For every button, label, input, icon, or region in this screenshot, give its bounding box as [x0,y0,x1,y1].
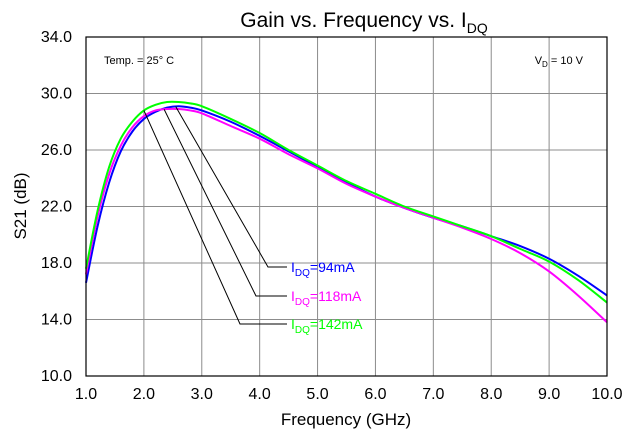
legend-label-sub: DQ [295,325,310,336]
drain-voltage-main: V [535,55,543,67]
series-line-118mA [85,107,608,324]
y-tick-label: 26.0 [41,142,72,159]
x-tick-label: 4.0 [249,386,271,403]
leader-line-118mA [163,109,287,297]
leader-line-94mA [175,106,287,268]
legend-label-main: I [291,288,295,304]
grid [86,37,607,376]
leader-line-142mA [143,110,287,325]
chart-title-main: Gain vs. Frequency vs. I [240,9,466,32]
legend-entry-94mA: IDQ=94mA [291,259,355,279]
legend-label-sub: DQ [295,268,310,279]
x-tick-label: 9.0 [538,386,560,403]
legend-label-main: I [291,316,295,332]
y-tick-label: 30.0 [41,86,72,103]
plot-frame [85,36,608,377]
legend-entry-118mA: IDQ=118mA [291,288,362,308]
legend-leader-lines [143,106,287,325]
legend-label-rest: =118mA [310,288,362,304]
x-tick-label: 2.0 [133,386,155,403]
x-tick-label: 10.0 [591,386,622,403]
series-line-142mA [85,100,608,304]
x-tick-label: 7.0 [422,386,444,403]
drain-voltage-rest: = 10 V [548,55,584,67]
y-tick-label: 10.0 [41,368,72,385]
legend-label-main: I [291,259,295,275]
tick-labels: 1.0 2.0 3.0 4.0 5.0 6.0 7.0 8.0 9.0 10.0 10.0 14.0 1… [41,29,623,403]
y-tick-label: 18.0 [41,255,72,272]
x-tick-label: 8.0 [480,386,502,403]
x-tick-label: 5.0 [306,386,328,403]
chart-title-sub: DQ [467,20,488,36]
x-tick-label: 1.0 [75,386,97,403]
y-axis-label: S21 (dB) [11,172,30,239]
chart-title: Gain vs. Frequency vs. IDQ [240,9,488,36]
legend-entry-142mA: IDQ=142mA [291,316,363,336]
y-tick-label: 22.0 [41,199,72,216]
y-tick-label: 14.0 [41,312,72,329]
y-tick-label: 34.0 [41,29,72,46]
drain-voltage-sub: D [542,60,548,69]
x-axis-label: Frequency (GHz) [281,410,411,429]
legend-label-rest: =142mA [310,316,363,332]
x-tick-label: 3.0 [191,386,213,403]
legend-label-rest: =94mA [310,259,355,275]
x-tick-label: 6.0 [364,386,386,403]
series-lines [85,100,608,324]
legend-label-sub: DQ [295,297,310,308]
temperature-annotation: Temp. = 25° C [104,55,174,67]
drain-voltage-annotation: VD = 10 V [535,55,584,69]
